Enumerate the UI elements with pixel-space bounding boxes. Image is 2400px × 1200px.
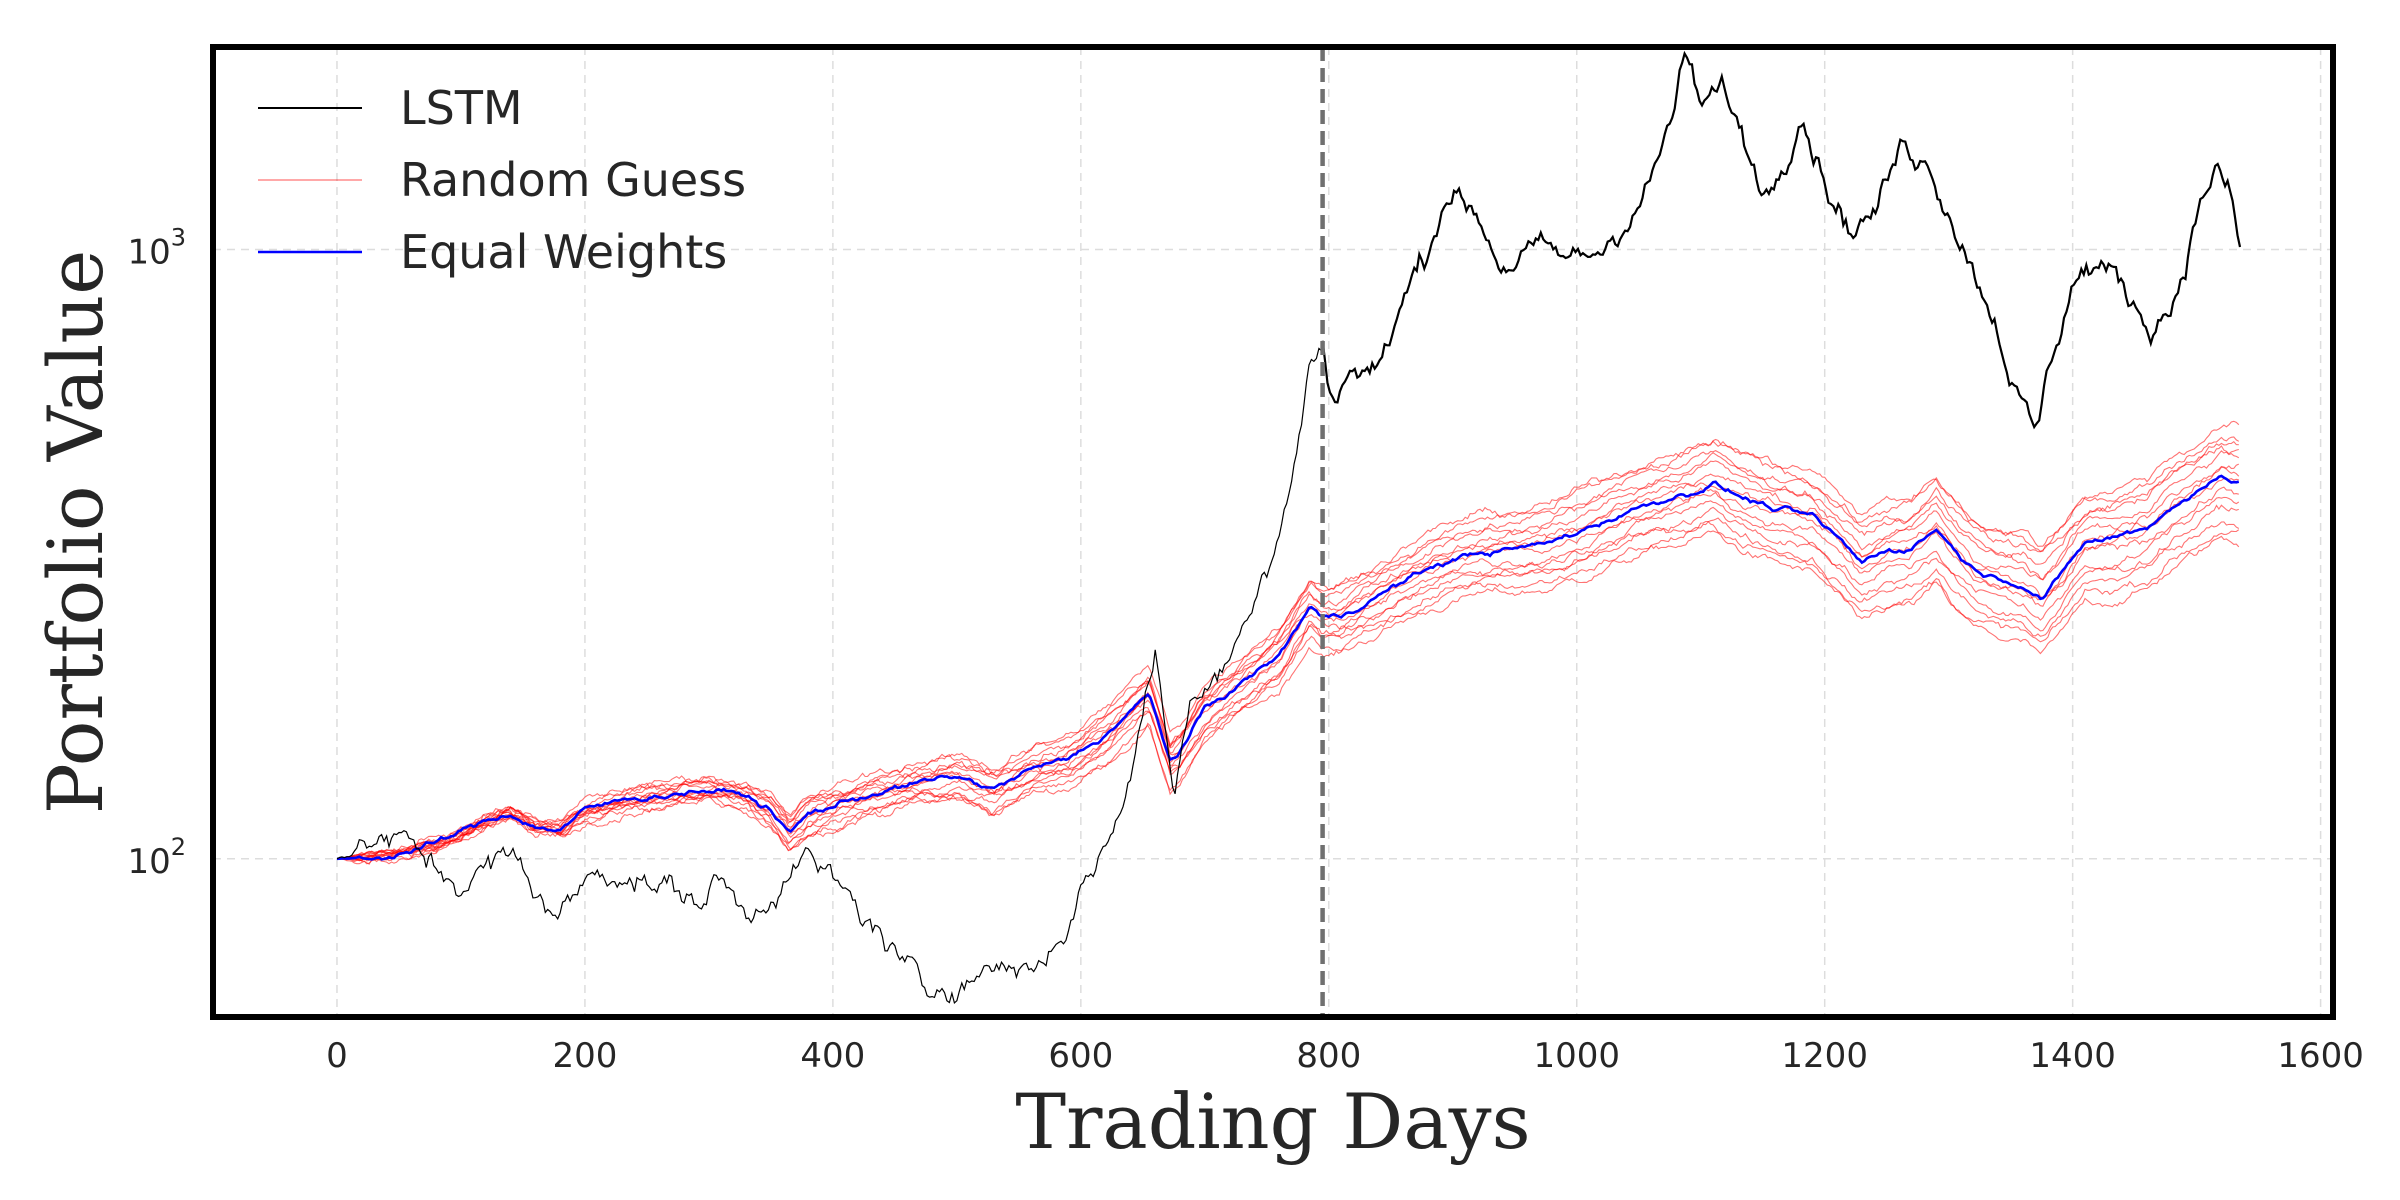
random-guess-line — [337, 466, 2240, 862]
grid-lines — [213, 47, 2333, 1017]
x-tick-label: 600 — [1048, 1036, 1113, 1076]
legend-label: LSTM — [400, 81, 523, 135]
lstm-line-test — [1321, 50, 2242, 430]
equal-weights-line — [336, 474, 2240, 861]
axes-frame — [210, 44, 2336, 1020]
x-axis-title: Trading Days — [1015, 1077, 1530, 1166]
x-tick-label: 800 — [1296, 1036, 1361, 1076]
x-tick-label: 1200 — [1781, 1036, 1868, 1076]
random-guess-line — [336, 445, 2239, 860]
y-axis-title: Portfolio Value — [31, 250, 120, 815]
x-tick-label: 1600 — [2277, 1036, 2364, 1076]
random-guess-line — [336, 486, 2239, 865]
lstm-line-train — [336, 347, 1322, 1004]
x-tick-label: 400 — [800, 1036, 865, 1076]
y-tick-label: 103 — [127, 224, 186, 273]
plot-area — [336, 47, 2242, 1017]
random-guess-line — [336, 436, 2240, 861]
random-guess-line — [337, 520, 2240, 862]
legend-label: Equal Weights — [400, 225, 727, 279]
random-guess-line — [337, 450, 2240, 865]
legend-label: Random Guess — [400, 153, 746, 207]
x-tick-label: 1400 — [2029, 1036, 2116, 1076]
x-tick-label: 200 — [552, 1036, 617, 1076]
random-guess-line — [336, 420, 2240, 861]
x-tick-label: 1000 — [1533, 1036, 1620, 1076]
x-tick-label: 0 — [326, 1036, 348, 1076]
tick-labels: 0 200 400 600 800 1000 1200 1400 1600 102 103 — [127, 224, 2363, 1076]
legend: LSTM Random Guess Equal Weights — [258, 81, 746, 279]
y-tick-label: 102 — [127, 833, 186, 882]
